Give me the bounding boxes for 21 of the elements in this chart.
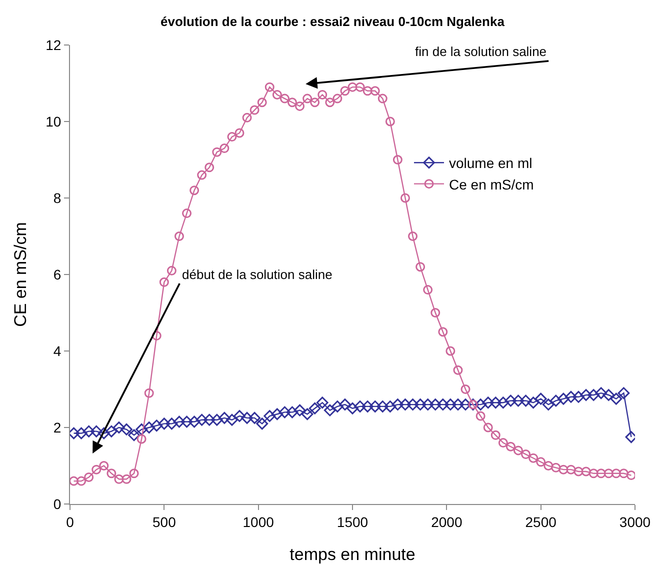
- y-axis-title: CE en mS/cm: [11, 222, 30, 327]
- x-tick-label: 2000: [431, 514, 462, 530]
- x-tick-label: 1000: [242, 514, 274, 530]
- x-tick-label: 1500: [336, 514, 368, 530]
- x-tick-label: 2500: [525, 514, 557, 530]
- annotation: fin de la solution saline: [415, 44, 547, 59]
- y-tick-label: 12: [46, 36, 62, 53]
- y-tick-label: 8: [53, 190, 62, 206]
- legend-label: volume en ml: [449, 155, 532, 172]
- legend-label: Ce en mS/cm: [449, 176, 534, 192]
- x-axis-title: temps en minute: [290, 545, 416, 564]
- y-tick-label: 0: [53, 496, 62, 512]
- annotation: début de la solution saline: [182, 267, 332, 282]
- x-tick-label: 3000: [619, 514, 651, 530]
- x-tick-label: 0: [66, 514, 74, 530]
- y-tick-label: 4: [53, 342, 62, 359]
- y-tick-label: 10: [46, 113, 62, 130]
- chart-title: évolution de la courbe : essai2 niveau 0-10cm Ngalenka: [160, 14, 506, 30]
- y-tick-label: 6: [53, 266, 62, 282]
- y-tick-label: 2: [53, 419, 62, 436]
- x-tick-label: 500: [152, 514, 176, 530]
